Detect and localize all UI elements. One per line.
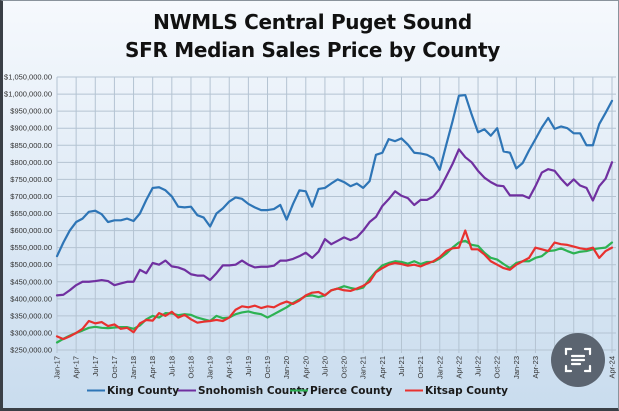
x-tick-label: Jan-21 — [359, 356, 368, 379]
x-tick-label: Apr-18 — [148, 356, 157, 379]
y-tick-label: $250,000.00 — [10, 346, 52, 355]
x-tick-label: Jan-18 — [129, 356, 138, 379]
x-tick-label: Oct-19 — [263, 356, 272, 379]
x-tick-label: Jan-17 — [53, 356, 62, 379]
y-axis-ticks: $250,000.00 $300,000.00 $350,000.00 $400,00… — [4, 73, 52, 355]
series-lines — [55, 93, 614, 344]
y-tick-label: $850,000.00 — [10, 141, 52, 150]
legend: King County Snohomish County Pierce County… — [87, 385, 508, 397]
legend-label: Kitsap County — [425, 385, 508, 397]
x-tick-label: Jul-20 — [320, 356, 329, 376]
x-tick-label: Jan-19 — [206, 356, 215, 379]
series-line-snohomish-county — [55, 148, 614, 297]
x-tick-label: Jul-17 — [91, 356, 100, 376]
y-tick-label: $1,000,000.00 — [4, 90, 52, 99]
y-tick-label: $700,000.00 — [10, 192, 52, 201]
legend-item: Kitsap County — [405, 385, 508, 397]
legend-item: King County — [87, 385, 179, 397]
x-tick-label: Oct-22 — [493, 356, 502, 379]
x-tick-label: Apr-17 — [72, 356, 81, 379]
x-tick-label: Oct-21 — [416, 356, 425, 379]
y-tick-label: $600,000.00 — [10, 226, 52, 235]
legend-item: Pierce County — [290, 385, 392, 397]
y-tick-label: $400,000.00 — [10, 294, 52, 303]
y-tick-label: $500,000.00 — [10, 260, 52, 269]
x-tick-label: Apr-22 — [454, 356, 463, 379]
x-tick-label: Apr-21 — [378, 356, 387, 379]
x-tick-label: Jan-23 — [512, 356, 521, 379]
x-tick-label: Jan-22 — [435, 356, 444, 379]
series-line-kitsap-county — [55, 229, 614, 341]
legend-label: Pierce County — [310, 385, 392, 397]
x-tick-label: Jul-22 — [474, 356, 483, 376]
x-tick-label: Oct-18 — [186, 356, 195, 379]
chart-title: NWMLS Central Puget Sound — [153, 10, 472, 34]
legend-item: Snohomish County — [178, 385, 309, 397]
x-tick-label: Jul-19 — [244, 356, 253, 376]
y-tick-label: $950,000.00 — [10, 107, 52, 116]
gridlines — [56, 76, 616, 353]
x-tick-label: Apr-19 — [225, 356, 234, 379]
y-tick-label: $350,000.00 — [10, 311, 52, 320]
x-axis-ticks: Jan-17 Apr-17 Jul-17 Oct-17 Jan-18 Apr-18 Jul-… — [53, 356, 617, 379]
y-tick-label: $800,000.00 — [10, 158, 52, 167]
x-tick-label: Oct-17 — [110, 356, 119, 379]
y-tick-label: $1,050,000.00 — [4, 73, 52, 82]
chart-subtitle: SFR Median Sales Price by County — [125, 38, 500, 62]
text-scan-icon — [564, 347, 592, 373]
legend-label: King County — [107, 385, 179, 397]
x-tick-label: Jul-18 — [167, 356, 176, 376]
y-tick-label: $550,000.00 — [10, 243, 52, 252]
series-line-king-county — [55, 93, 614, 258]
text-scan-button[interactable] — [551, 333, 605, 387]
x-tick-label: Apr-23 — [531, 356, 540, 379]
series-line-pierce-county — [55, 239, 614, 344]
y-tick-label: $650,000.00 — [10, 209, 52, 218]
x-tick-label: Oct-20 — [340, 356, 349, 379]
legend-label: Snohomish County — [198, 385, 309, 397]
x-tick-label: Apr-20 — [301, 356, 310, 379]
y-tick-label: $450,000.00 — [10, 277, 52, 286]
y-tick-label: $900,000.00 — [10, 124, 52, 133]
y-tick-label: $300,000.00 — [10, 328, 52, 337]
x-tick-label: Jan-20 — [282, 356, 291, 379]
y-tick-label: $750,000.00 — [10, 175, 52, 184]
x-tick-label: Apr-24 — [608, 356, 617, 379]
x-tick-label: Jul-21 — [397, 356, 406, 376]
